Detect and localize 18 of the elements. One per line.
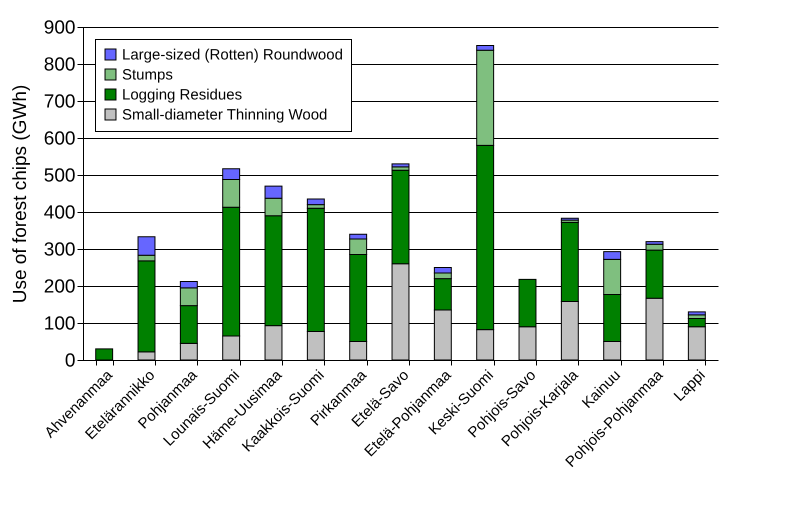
legend-label: Stumps — [122, 66, 173, 84]
legend-label: Small-diameter Thinning Wood — [122, 106, 328, 124]
y-tick-label: 800 — [44, 54, 76, 76]
bar — [688, 311, 706, 316]
y-tick-label: 600 — [44, 128, 76, 150]
bar — [392, 163, 410, 168]
y-tick-label: 900 — [44, 18, 76, 38]
legend-label: Large-sized (Rotten) Roundwood — [122, 46, 343, 64]
y-tick-label: 0 — [64, 350, 76, 372]
y-tick-label: 400 — [44, 202, 76, 224]
legend-label: Logging Residues — [122, 86, 242, 104]
y-tick-label: 100 — [44, 314, 76, 334]
y-axis-title: Use of forest chips (GWh) — [10, 84, 31, 304]
y-tick-label: 300 — [44, 240, 76, 260]
y-tick-label: 200 — [44, 276, 76, 298]
y-tick-label: 700 — [44, 92, 76, 112]
bar — [306, 198, 325, 206]
y-tick-label: 500 — [44, 166, 76, 186]
